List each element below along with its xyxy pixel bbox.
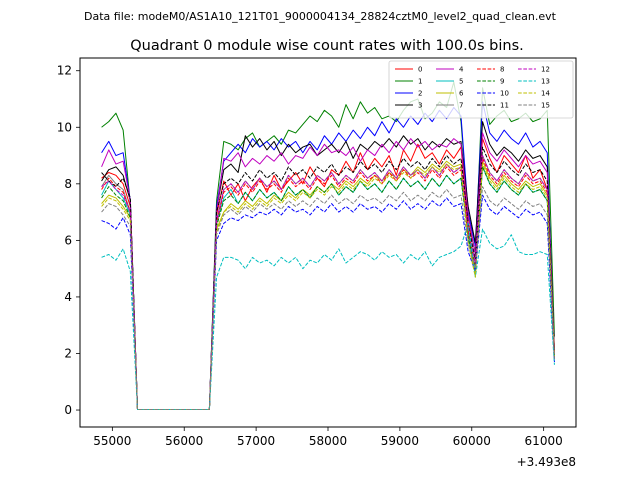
series-line-module-12 [101, 155, 555, 410]
x-offset-label: +3.493e8 [517, 455, 576, 469]
y-tick-label: 12 [57, 64, 72, 78]
y-axis: 0 2 4 6 8 10 12 [57, 64, 80, 417]
legend-label-module-9: 9 [500, 78, 504, 86]
x-tick-label: 56000 [165, 434, 203, 448]
legend-label-module-11: 11 [500, 102, 509, 110]
axes: 55000 56000 57000 58000 59000 60000 61000 0 2 4 6… [57, 57, 577, 469]
y-tick-label: 6 [64, 233, 72, 247]
legend-label-module-14: 14 [541, 90, 550, 98]
y-tick-label: 10 [57, 120, 72, 134]
chart-title: Quadrant 0 module wise count rates with … [130, 38, 524, 54]
legend-label-module-10: 10 [500, 90, 509, 98]
y-tick-label: 8 [64, 177, 72, 191]
legend-label-module-13: 13 [541, 78, 550, 86]
x-tick-label: 60000 [453, 434, 491, 448]
legend-label-module-1: 1 [418, 78, 422, 86]
legend-label-module-6: 6 [459, 90, 464, 98]
series-layer [101, 81, 555, 410]
x-tick-label: 61000 [525, 434, 563, 448]
series-line-module-13 [101, 222, 555, 410]
y-tick-label: 0 [64, 403, 72, 417]
legend-label-module-2: 2 [418, 90, 422, 98]
legend-label-module-5: 5 [459, 78, 463, 86]
legend-label-module-3: 3 [418, 102, 422, 110]
y-tick-label: 4 [64, 290, 72, 304]
legend-label-module-7: 7 [459, 102, 463, 110]
legend-label-module-15: 15 [541, 102, 550, 110]
legend-label-module-8: 8 [500, 66, 504, 74]
series-line-module-15 [101, 186, 555, 410]
y-tick-label: 2 [64, 346, 72, 360]
legend-label-module-12: 12 [541, 66, 550, 74]
x-tick-label: 58000 [309, 434, 347, 448]
x-tick-label: 59000 [381, 434, 419, 448]
x-tick-label: 55000 [93, 434, 131, 448]
x-axis: 55000 56000 57000 58000 59000 60000 61000 [93, 427, 563, 448]
legend-box [388, 60, 574, 119]
x-tick-label: 57000 [237, 434, 275, 448]
legend-label-module-0: 0 [418, 66, 422, 74]
legend-label-module-4: 4 [459, 66, 464, 74]
figure-suptitle: Data file: modeM0/AS1A10_121T01_90000041… [84, 10, 557, 23]
